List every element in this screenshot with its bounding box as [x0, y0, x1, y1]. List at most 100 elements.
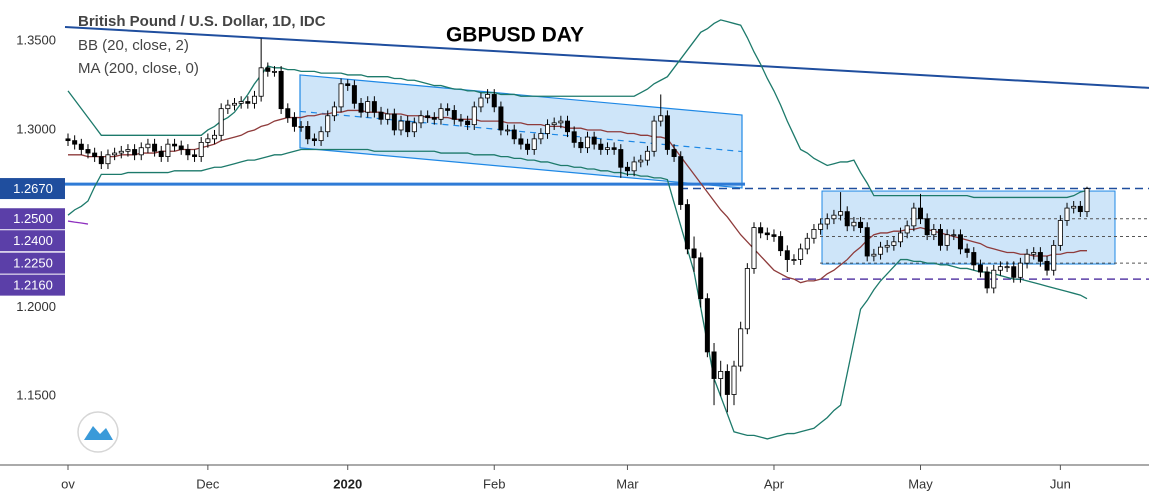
candle-body: [798, 248, 804, 260]
candle-body: [525, 143, 531, 150]
candle-body: [1057, 220, 1063, 246]
candle-body: [844, 211, 850, 227]
candle-body: [238, 101, 244, 104]
candle-body: [1037, 252, 1043, 262]
indicator-line: [68, 109, 1087, 284]
x-tick-label: 2020: [333, 476, 362, 491]
y-tick-label: 1.2000: [16, 299, 56, 314]
candle-body: [858, 221, 864, 229]
candle-body: [331, 106, 337, 117]
candle-body: [365, 101, 371, 113]
candle-body: [784, 250, 790, 260]
candle-body: [398, 120, 404, 131]
candle-body: [65, 138, 71, 142]
candle-body: [1011, 266, 1017, 278]
candle-body: [984, 271, 990, 289]
candle-body: [711, 351, 717, 379]
candle-body: [1031, 252, 1037, 255]
candle-body: [185, 149, 191, 156]
candle-body: [385, 113, 391, 120]
candle-body: [538, 133, 544, 140]
candle-body: [491, 94, 497, 108]
candle-body: [531, 138, 537, 150]
candle-body: [838, 211, 844, 216]
candle-body: [598, 143, 604, 150]
candle-body: [718, 371, 724, 379]
candle-body: [212, 134, 218, 140]
candle-body: [957, 234, 963, 250]
y-tick-label: 1.3000: [16, 121, 56, 136]
level-label-box: [0, 274, 65, 296]
candle-body: [438, 108, 444, 120]
candle-body: [298, 126, 304, 128]
candle-body: [218, 108, 224, 136]
logo-icon: [84, 426, 113, 440]
candle-body: [258, 67, 264, 97]
candle-body: [1044, 260, 1050, 271]
candle-body: [611, 147, 617, 150]
candle-body: [731, 365, 737, 395]
candle-body: [824, 218, 830, 225]
candle-body: [884, 244, 890, 248]
candle-body: [871, 253, 877, 257]
candle-body: [1017, 262, 1023, 278]
candle-body: [145, 143, 151, 149]
candle-body: [478, 97, 484, 108]
candle-body: [991, 269, 997, 289]
axes: 1.3500 1.3000 1.2000 1.1500 ov Dec 2020 Feb Mar A…: [0, 33, 1149, 491]
candle-body: [485, 94, 491, 99]
candle-body: [458, 118, 464, 122]
candle-body: [418, 115, 424, 124]
level-label: 1.2250: [13, 256, 53, 271]
candle-body: [112, 152, 118, 156]
candle-body: [165, 143, 171, 157]
candle-body: [118, 150, 124, 154]
candle-body: [818, 223, 824, 230]
candle-body: [518, 138, 524, 145]
x-tick-label: ov: [61, 476, 75, 491]
candle-body: [931, 228, 937, 236]
legend-symbol: British Pound / U.S. Dollar, 1D, IDC: [78, 13, 326, 30]
candle-body: [671, 149, 677, 157]
candle-body: [758, 227, 764, 234]
candle-body: [378, 111, 384, 120]
candle-body: [851, 221, 857, 227]
candle-body: [664, 115, 670, 150]
candle-body: [1077, 205, 1083, 213]
x-tick-label: Apr: [764, 476, 785, 491]
x-tick-label: Dec: [196, 476, 220, 491]
candle-body: [924, 218, 930, 236]
indicator-line: [67, 19, 1088, 199]
candle-body: [898, 232, 904, 243]
candle-body: [498, 106, 504, 131]
candle-body: [997, 266, 1003, 271]
candle-body: [405, 120, 411, 133]
candle-body: [1064, 207, 1070, 221]
annotations: [64, 25, 1149, 280]
candle-body: [651, 120, 657, 152]
candle-body: [72, 140, 78, 145]
candles: [65, 38, 1090, 413]
candle-body: [831, 214, 837, 220]
candle-body: [158, 150, 164, 157]
candle-body: [1084, 188, 1090, 213]
level-label: 1.2670: [13, 181, 53, 196]
level-label-box: [0, 178, 65, 200]
candle-body: [311, 138, 317, 142]
candle-body: [704, 298, 710, 353]
trendline: [64, 25, 1149, 89]
level-labels: 1.2670 1.2500 1.2400 1.2250 1.2160: [0, 178, 65, 296]
candle-body: [558, 120, 564, 124]
candle-body: [691, 248, 697, 259]
candle-body: [345, 83, 351, 86]
candle-body: [778, 236, 784, 252]
candle-body: [425, 115, 431, 118]
candle-body: [98, 156, 104, 165]
chart-title: GBPUSD DAY: [446, 24, 584, 47]
candle-body: [638, 159, 644, 163]
candle-body: [338, 83, 344, 108]
candle-body: [305, 126, 311, 140]
candle-body: [644, 150, 650, 161]
